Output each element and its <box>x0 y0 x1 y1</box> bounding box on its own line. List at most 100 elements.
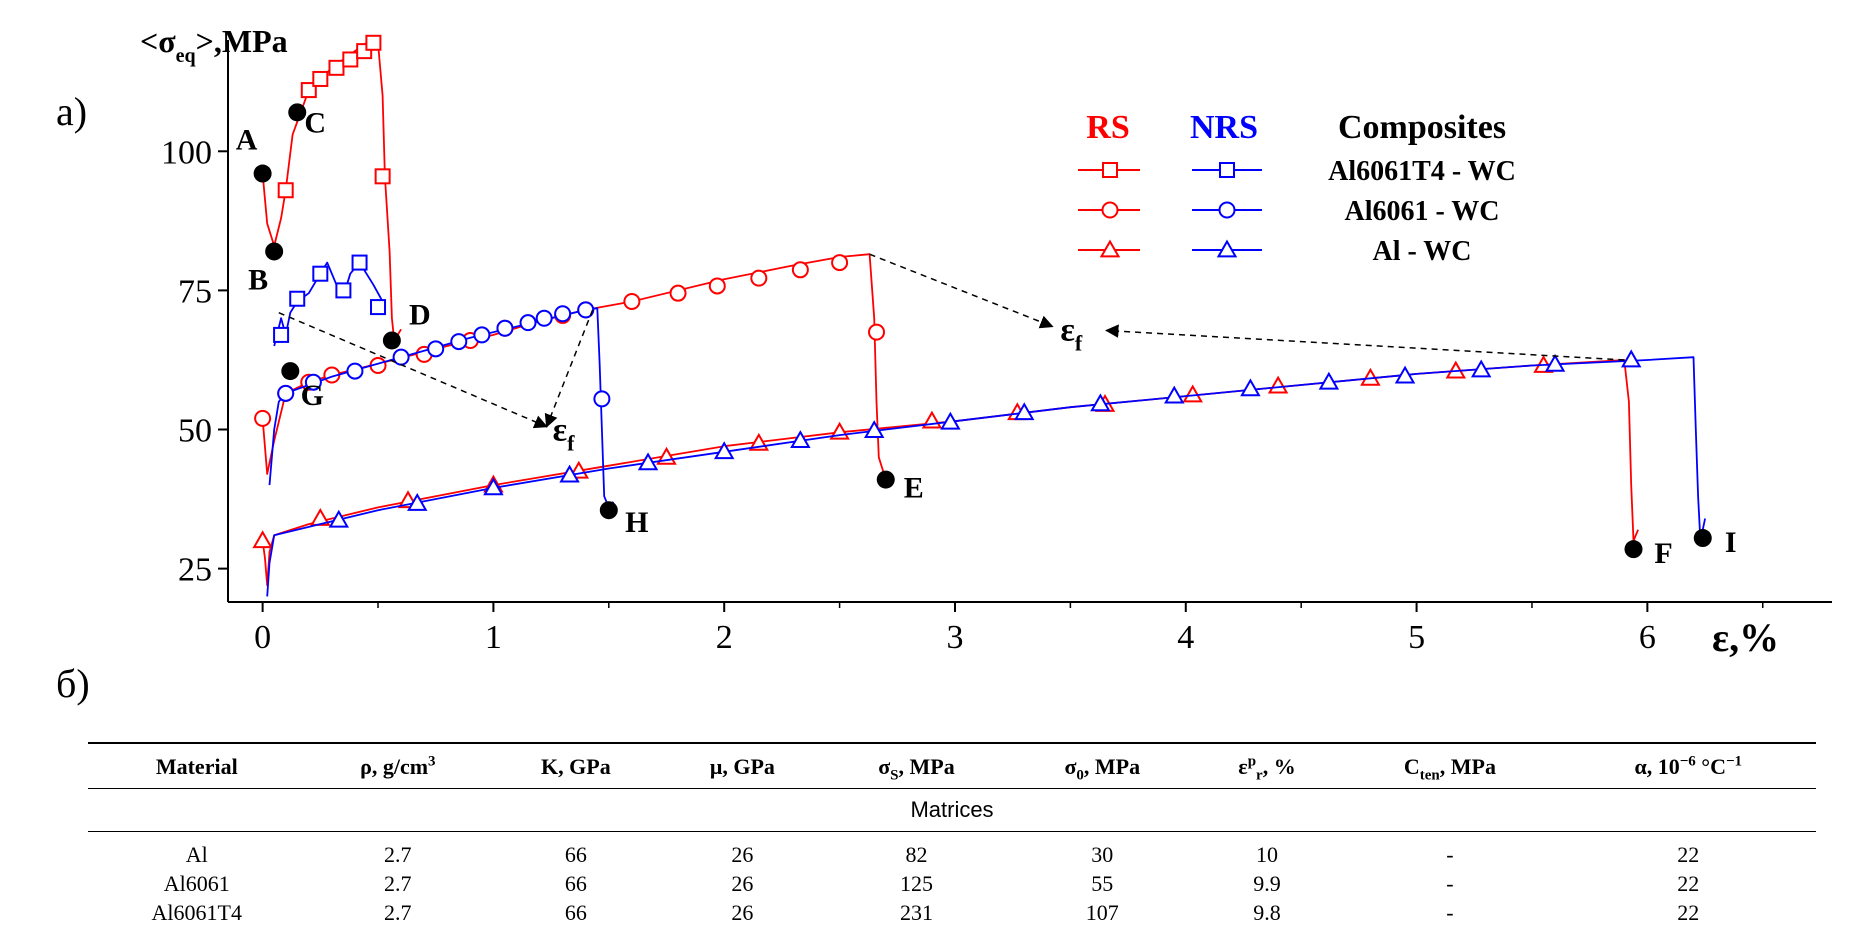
point-label-a: A <box>236 124 258 157</box>
table-cell: 9.8 <box>1253 900 1281 925</box>
material-properties-table: Material ρ, g/cm3 K, GPa μ, GPa σS, MPa σ0, M… <box>88 742 1816 927</box>
y-tick-label: 25 <box>178 552 212 589</box>
data-point-square <box>328 59 345 76</box>
table-cell: 10 <box>1256 842 1279 867</box>
legend-label: Al6061T4 - WC <box>1328 156 1516 187</box>
legend-entry: Al6061 - WC <box>1078 196 1500 227</box>
table-header-cell: α, 10−6 °C−1 <box>1560 742 1816 789</box>
epsilon-f-arrow <box>1105 324 1625 361</box>
series-line <box>261 359 1639 587</box>
table-cell: Al <box>185 842 208 867</box>
legend-header-nrs: NRS <box>1190 109 1258 146</box>
data-point-circle <box>593 390 611 408</box>
series-line <box>273 261 386 347</box>
data-point-circle <box>254 409 272 427</box>
table-cell: 22 <box>1677 842 1700 867</box>
header-post: , % <box>1262 754 1296 779</box>
data-point-triangle <box>1544 353 1566 372</box>
data-point-triangle <box>863 420 885 438</box>
header-sub: 0 <box>1076 767 1084 784</box>
table-group-label: Matrices <box>88 788 1816 832</box>
legend-entry: Al - WC <box>1078 236 1472 267</box>
table-cell: 66 <box>564 871 587 896</box>
epsilon-f-arrow <box>278 311 548 429</box>
data-point-circle <box>473 326 491 344</box>
failure-point-dot <box>382 331 401 350</box>
data-point-square <box>312 265 329 282</box>
x-tick-label: 1 <box>485 619 502 656</box>
header-sup: −6 <box>1679 753 1696 770</box>
data-point-circle <box>496 319 514 337</box>
data-point-circle <box>450 333 468 351</box>
data-point-circle <box>669 284 687 302</box>
data-point-circle <box>346 362 364 380</box>
table-cell: 55 <box>1091 871 1114 896</box>
data-point-triangle <box>1394 365 1416 384</box>
chart-legend: RS NRS Composites Al6061T4 - WC Al6061 - WC A… <box>1078 109 1516 267</box>
epsilon-f-symbol: ε <box>553 412 568 449</box>
epsilon-f-sub: f <box>567 431 575 456</box>
data-point-square <box>300 82 317 99</box>
x-tick-label: 0 <box>254 619 271 656</box>
plot-area <box>228 40 1832 602</box>
table-row: Al6061T4 2.7 66 26 231 107 9.8 - 22 <box>88 898 1816 927</box>
y-axis-label-post: >,MPa <box>196 23 288 59</box>
y-axis-label: <σeq>,MPa <box>140 23 288 67</box>
stress-strain-chart: 0 1 2 3 4 5 6 25 50 75 100 <σeq>,MPa ε,% A B C D G H E F I ε… <box>140 23 1832 660</box>
header-post: , MPa <box>1083 754 1141 779</box>
table-cell: 22 <box>1677 900 1700 925</box>
table-header-cell: εpr, % <box>1194 742 1340 789</box>
legend-label: Al - WC <box>1372 236 1471 267</box>
data-point-square <box>277 182 294 199</box>
data-point-circle <box>535 309 553 327</box>
data-point-triangle <box>1164 385 1185 404</box>
table-header-cell: ρ, g/cm3 <box>305 742 491 789</box>
table-cell: 9.9 <box>1253 871 1281 896</box>
table-header-cell: σ0, MPa <box>1009 742 1195 789</box>
y-tick-label: 100 <box>161 134 212 171</box>
table-cell: - <box>1446 871 1454 896</box>
table-row: Al 2.7 66 26 82 30 10 - 22 <box>88 832 1816 870</box>
table-cell: 125 <box>899 871 933 896</box>
data-point-triangle <box>940 411 961 430</box>
data-point-square <box>342 51 359 68</box>
table-cell: - <box>1446 900 1454 925</box>
table-cell: 26 <box>731 900 754 925</box>
x-axis-label: ε,% <box>1712 615 1779 660</box>
table-header-cell: Cten, MPa <box>1339 742 1561 789</box>
header-sub: ten <box>1419 767 1440 784</box>
header-pre: μ, GPa <box>709 754 775 779</box>
failure-point-dot <box>1693 529 1712 548</box>
chart-point-labels: A B C D G H E F I <box>236 103 1737 570</box>
legend-entry: Al6061T4 - WC <box>1078 156 1516 187</box>
x-tick-label: 3 <box>946 619 963 656</box>
epsilon-f-arrow <box>544 309 594 428</box>
data-point-triangle <box>1240 378 1261 397</box>
series-rs-square <box>261 34 402 342</box>
data-point-circle <box>868 323 886 341</box>
table-cell: 22 <box>1677 871 1700 896</box>
header-pre: C <box>1403 754 1420 779</box>
header-sup: p <box>1247 753 1257 770</box>
table-cell: 30 <box>1091 842 1114 867</box>
table-row: Al6061 2.7 66 26 125 55 9.9 - 22 <box>88 869 1816 898</box>
point-label-h: H <box>625 506 648 539</box>
table-cell: 82 <box>905 842 928 867</box>
epsilon-f-symbol: ε <box>1060 311 1075 348</box>
data-point-triangle <box>713 441 735 460</box>
data-point-square <box>312 70 329 87</box>
table-header-row: Material ρ, g/cm3 K, GPa μ, GPa σS, MPa σ0, M… <box>88 742 1816 789</box>
point-label-f: F <box>1654 537 1672 570</box>
table-cell: 231 <box>899 900 933 925</box>
header-post: , MPa <box>1439 754 1496 779</box>
panel-label-b: б) <box>56 661 90 706</box>
data-point-triangle <box>1267 375 1289 394</box>
point-label-i: I <box>1725 526 1737 559</box>
y-tick-label: 75 <box>178 273 212 310</box>
table-cell: 66 <box>564 842 587 867</box>
data-point-circle <box>519 314 537 332</box>
data-point-triangle <box>637 452 659 471</box>
point-label-e: E <box>904 472 924 505</box>
panel-label-a: а) <box>56 89 88 134</box>
